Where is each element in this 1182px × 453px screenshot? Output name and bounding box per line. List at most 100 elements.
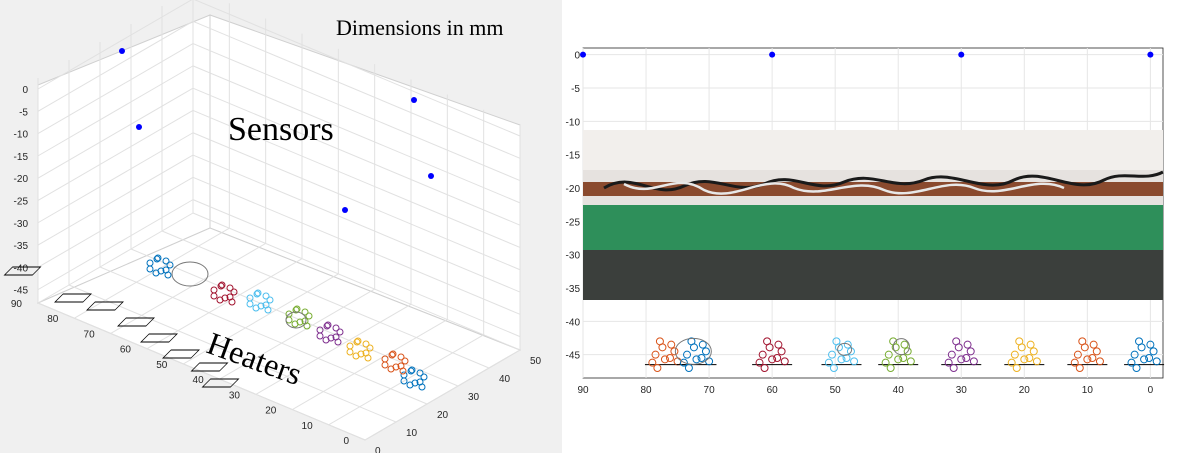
heater-point xyxy=(210,292,218,300)
x-tick-label: 60 xyxy=(767,385,779,396)
grid-z-right xyxy=(192,176,521,315)
y-tick-label: 50 xyxy=(530,356,542,367)
sensor-point xyxy=(136,124,142,130)
sensor-point xyxy=(119,48,125,54)
heater-point xyxy=(843,340,852,349)
heater-point xyxy=(1026,340,1035,349)
heater-point xyxy=(886,364,895,372)
heater-point xyxy=(1092,347,1101,356)
heater-point xyxy=(891,343,900,352)
heater-point xyxy=(389,350,397,358)
heater-point xyxy=(1132,364,1141,372)
heater-point xyxy=(1149,347,1158,356)
grid-z-left xyxy=(37,176,194,268)
heater-point xyxy=(418,383,426,391)
heater-point xyxy=(1007,358,1016,367)
heater-point xyxy=(366,344,374,352)
heater-point xyxy=(670,347,679,356)
heater-point xyxy=(765,343,774,352)
heater-point xyxy=(353,338,361,346)
heater-point xyxy=(837,355,846,364)
heater-point xyxy=(1080,343,1089,352)
x-tick-label: 30 xyxy=(956,385,968,396)
grid-z-left xyxy=(37,43,194,135)
grid-x-floor xyxy=(364,349,521,441)
heater-box xyxy=(140,333,179,343)
uncertainty-ellipsoid xyxy=(837,342,853,356)
heater-point xyxy=(1012,364,1021,372)
z-tick-label: -20 xyxy=(14,174,29,185)
heater-point xyxy=(1010,350,1019,359)
heater-point xyxy=(1152,357,1161,366)
heater-point xyxy=(651,350,660,359)
heater-point xyxy=(399,367,407,375)
heater-point xyxy=(166,261,174,269)
heater-point xyxy=(884,350,893,359)
grid-z-right xyxy=(192,87,521,226)
heater-point xyxy=(1032,357,1041,366)
uncertainty-ellipsoid xyxy=(892,338,910,356)
heater-point xyxy=(850,357,859,366)
heater-point xyxy=(773,354,782,362)
heater-point xyxy=(334,338,342,346)
grid-y-floor xyxy=(192,212,521,351)
heater-point xyxy=(1075,364,1084,372)
heater-point xyxy=(253,290,261,298)
x-tick-label: 80 xyxy=(640,385,652,396)
heater-point xyxy=(154,254,162,262)
heater-point xyxy=(264,306,272,314)
y-tick-label: -10 xyxy=(566,117,581,128)
uncertainty-ellipsoid xyxy=(171,261,209,287)
heater-point xyxy=(1017,343,1026,352)
heater-box xyxy=(86,301,125,311)
heater-point xyxy=(697,354,706,362)
sensor-point xyxy=(1147,51,1154,58)
grid-y-floor xyxy=(99,266,428,405)
y-tick-label: 10 xyxy=(406,428,418,439)
y-tick-label: 0 xyxy=(574,51,580,62)
heater-point xyxy=(162,257,170,265)
heater-point xyxy=(408,366,416,374)
heater-point xyxy=(962,354,971,362)
heater-point xyxy=(401,357,409,365)
sensor-markers-side xyxy=(580,51,1154,58)
x-tick-label: 70 xyxy=(704,385,716,396)
heater-point xyxy=(1140,355,1149,364)
heater-point xyxy=(266,296,274,304)
heater-point xyxy=(957,355,966,364)
grid-z-left xyxy=(37,199,194,291)
grid-x-floor xyxy=(37,212,194,304)
grid-x-floor xyxy=(255,303,412,395)
y-tick-label: -30 xyxy=(566,251,581,262)
heater-point xyxy=(416,369,424,377)
heater-point xyxy=(146,265,154,273)
heater-point xyxy=(667,340,676,349)
sensor-point xyxy=(958,51,965,58)
grid-z-left xyxy=(37,65,194,157)
x-tick-label: 60 xyxy=(120,345,132,356)
y-tick-label: 0 xyxy=(375,446,381,453)
y-tick-label: -45 xyxy=(566,351,581,362)
heater-point xyxy=(755,358,764,367)
grid-x-floor xyxy=(74,227,230,319)
heater-point xyxy=(1146,340,1155,349)
heater-point xyxy=(305,312,313,320)
heater-point xyxy=(758,350,767,359)
heater-point xyxy=(254,289,262,297)
heater-point xyxy=(296,318,304,326)
heater-point xyxy=(392,363,400,371)
heater-point xyxy=(362,340,370,348)
heater-point xyxy=(658,343,667,352)
x-tick-label: 80 xyxy=(47,314,59,325)
x-tick-label: 90 xyxy=(577,385,589,396)
heater-point xyxy=(336,328,344,336)
grid-x-floor xyxy=(219,288,375,380)
heater-point xyxy=(768,355,777,364)
x-tick-label: 20 xyxy=(1019,385,1031,396)
heater-point xyxy=(692,355,701,364)
axis-ticks: 0 10 20 30 40 50 60 70 80 90 0 10 20 30 40 50 0 -5 -10 -15 -… xyxy=(11,85,542,453)
y-tick-label: 40 xyxy=(499,374,511,385)
heater-point xyxy=(947,350,956,359)
grid-x-floor xyxy=(183,273,339,365)
z-tick-label: -35 xyxy=(14,241,29,252)
